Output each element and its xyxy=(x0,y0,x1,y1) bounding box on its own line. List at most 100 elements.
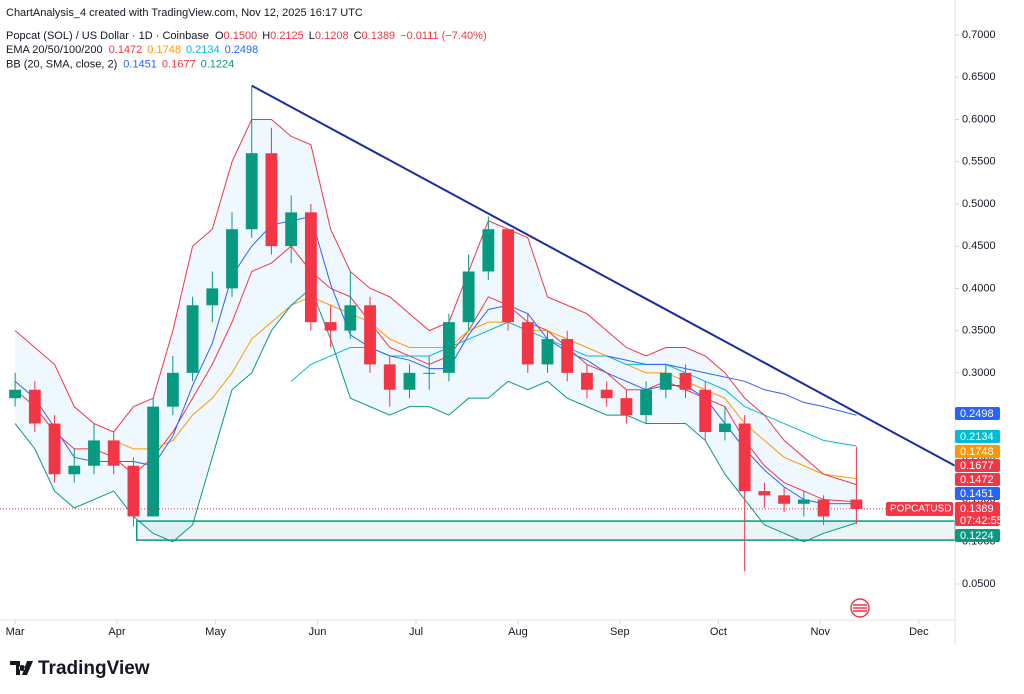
logo-text: TradingView xyxy=(38,658,150,679)
price-tag-label: 0.1389 xyxy=(960,503,994,515)
y-tick-label: 0.7000 xyxy=(962,29,996,41)
indicator-value: 0.1224 xyxy=(201,58,235,70)
candle-body xyxy=(9,389,22,399)
band-fill xyxy=(15,119,857,542)
candle-body xyxy=(541,339,554,365)
logo: TradingView xyxy=(10,658,150,679)
price-tag xyxy=(955,445,1000,458)
x-tick-label: May xyxy=(205,626,226,638)
candle-body xyxy=(502,229,514,323)
flag-icon xyxy=(850,598,870,618)
indicator-value: 0.1472 xyxy=(109,44,143,56)
candle-body xyxy=(147,406,160,517)
candle-body xyxy=(778,495,791,504)
price-tag-label: 0.2498 xyxy=(960,408,994,420)
indicator-line xyxy=(113,296,857,480)
y-tick-label: 0.0500 xyxy=(962,578,996,590)
price-tag xyxy=(955,502,1000,526)
chart-title: Popcat (SOL) / US Dollar · 1D · Coinbase xyxy=(6,30,209,42)
x-tick-label: Nov xyxy=(810,626,830,638)
price-tag-label: 0.1224 xyxy=(960,530,994,542)
x-tick-label: Jun xyxy=(309,626,327,638)
candle-body xyxy=(620,398,633,416)
x-tick-label: Mar xyxy=(6,626,25,638)
candle-body xyxy=(127,465,140,517)
trendline xyxy=(251,84,956,467)
candle-body xyxy=(850,499,863,509)
x-tick-label: Sep xyxy=(610,626,630,638)
axes: 0.05000.10000.15000.20000.25000.30000.35… xyxy=(0,0,1003,645)
header: ChartAnalysis_4 created with TradingView… xyxy=(6,7,487,71)
x-tick-label: Apr xyxy=(108,626,125,638)
ohlc-prefix: H xyxy=(262,30,270,42)
ohlc-prefix: C xyxy=(354,30,362,42)
candle-body xyxy=(245,153,258,230)
indicator-value: 0.2498 xyxy=(225,44,259,56)
ohlc-prefix: O xyxy=(215,30,224,42)
candle-body xyxy=(719,423,731,432)
price-tag-label: 0.1472 xyxy=(960,474,994,486)
y-tick-label: 0.5000 xyxy=(962,198,996,210)
indicator-value: 0.2134 xyxy=(186,44,220,56)
candle-body xyxy=(226,229,238,289)
price-tag xyxy=(955,487,1000,500)
candle-body xyxy=(344,305,357,331)
candle-body xyxy=(383,364,396,390)
flag-stripes xyxy=(853,604,867,612)
candle-body xyxy=(28,389,41,424)
y-tick-label: 0.4000 xyxy=(962,282,996,294)
price-tag-label: 0.1748 xyxy=(960,446,994,458)
y-tick-label: 0.3500 xyxy=(962,325,996,337)
candle-body xyxy=(640,389,653,416)
y-tick-label: 0.6000 xyxy=(962,113,996,125)
y-tick-label: 0.5500 xyxy=(962,156,996,168)
price-tag xyxy=(955,459,1000,472)
symbol-tag xyxy=(886,502,953,516)
price-tag-label: 0.1451 xyxy=(960,488,994,500)
price-tag-countdown: 07:42:55 xyxy=(960,515,1003,527)
candle-body xyxy=(738,423,751,492)
x-tick-label: Oct xyxy=(710,626,727,638)
candle-body xyxy=(324,322,337,331)
indicator-value: 0.1748 xyxy=(147,44,181,56)
candle-body xyxy=(107,440,120,466)
candle-body xyxy=(68,465,81,475)
price-tag-label: 0.2134 xyxy=(960,431,994,443)
change-label: −0.0111 (−7.40%) xyxy=(400,30,486,42)
logo-icon xyxy=(10,661,33,675)
price-tag xyxy=(955,407,1000,420)
candle-body xyxy=(186,305,199,373)
candle-body xyxy=(797,499,810,504)
candle-body xyxy=(166,372,179,407)
candle-body xyxy=(679,372,692,390)
candle-body xyxy=(659,372,672,390)
candle-body xyxy=(206,288,219,306)
candle-body xyxy=(88,440,100,466)
y-tick-label: 0.3000 xyxy=(962,367,996,379)
indicator-title: BB (20, SMA, close, 2) xyxy=(6,58,117,70)
symbol-tag-label: POPCATUSD xyxy=(890,504,952,515)
candle-body xyxy=(462,271,475,323)
candle-body xyxy=(561,339,574,373)
candle-body xyxy=(699,389,712,432)
candle-body xyxy=(364,305,376,365)
candle-body xyxy=(442,322,455,373)
price-tag xyxy=(955,430,1000,443)
price-tag xyxy=(955,529,1000,542)
x-tick-label: Aug xyxy=(508,626,528,638)
attribution: ChartAnalysis_4 created with TradingView… xyxy=(6,7,363,19)
candle-body xyxy=(581,372,593,390)
indicator-value: 0.1677 xyxy=(162,58,196,70)
indicator-title: EMA 20/50/100/200 xyxy=(6,44,103,56)
x-tick-label: Jul xyxy=(409,626,423,638)
y-tick-label: 0.4500 xyxy=(962,240,996,252)
ohlc-value: 0.1208 xyxy=(315,30,349,42)
price-tag xyxy=(955,473,1000,486)
indicator-value: 0.1451 xyxy=(123,58,157,70)
ohlc-prefix: L xyxy=(309,30,315,42)
y-tick-label: 0.6500 xyxy=(962,71,996,83)
ohlc-value: 0.2125 xyxy=(270,30,304,42)
